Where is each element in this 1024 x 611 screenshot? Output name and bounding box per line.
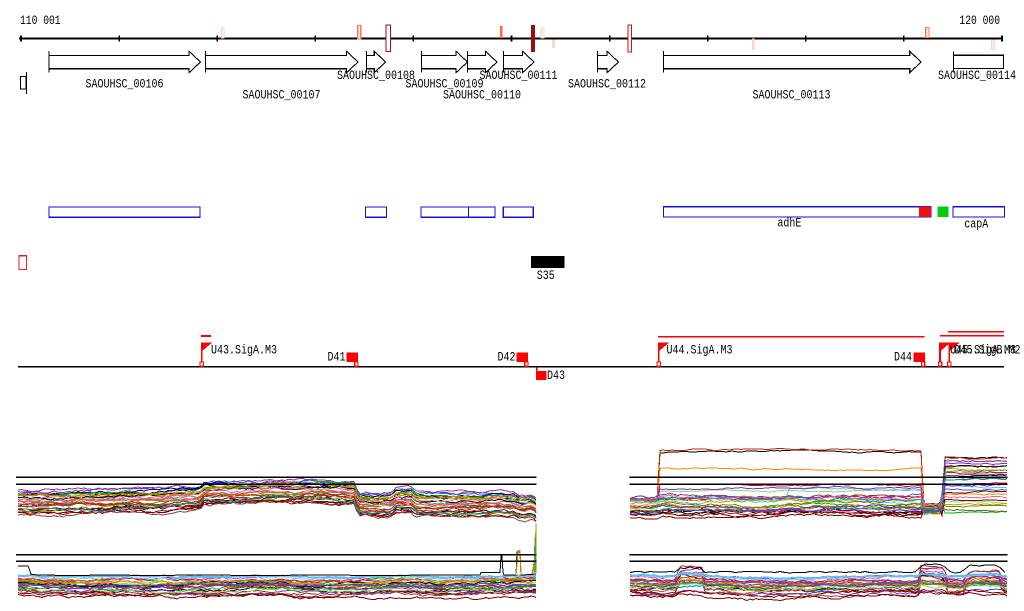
svg-text:D44: D44 <box>894 350 912 365</box>
svg-text:D43: D43 <box>547 368 565 383</box>
svg-text:capA: capA <box>964 217 988 232</box>
svg-text:SAOUHSC_00111: SAOUHSC_00111 <box>480 68 558 83</box>
svg-text:SAOUHSC_00110: SAOUHSC_00110 <box>443 88 521 103</box>
svg-text:S35: S35 <box>537 268 555 283</box>
svg-text:110 001: 110 001 <box>20 13 61 28</box>
svg-text:D41: D41 <box>328 350 346 365</box>
svg-text:SAOUHSC_00113: SAOUHSC_00113 <box>753 88 831 103</box>
svg-text:D45.SigB.M2: D45.SigB.M2 <box>955 343 1021 358</box>
svg-text:U45.SigA.M3: U45.SigA.M3 <box>950 343 1016 358</box>
svg-text:U44.SigA.M3: U44.SigA.M3 <box>667 343 733 358</box>
svg-text:SAOUHSC_00106: SAOUHSC_00106 <box>86 77 164 92</box>
svg-text:D42: D42 <box>498 350 516 365</box>
svg-text:SAOUHSC_00108: SAOUHSC_00108 <box>337 68 415 83</box>
svg-text:SAOUHSC_00112: SAOUHSC_00112 <box>568 77 646 92</box>
svg-text:SAOUHSC_00109: SAOUHSC_00109 <box>406 77 484 92</box>
svg-text:120 000: 120 000 <box>959 13 1000 28</box>
svg-text:adhE: adhE <box>777 216 801 231</box>
svg-text:U43.SigA.M3: U43.SigA.M3 <box>211 343 277 358</box>
svg-text:SAOUHSC_00107: SAOUHSC_00107 <box>243 88 321 103</box>
svg-text:SAOUHSC_00114: SAOUHSC_00114 <box>938 68 1016 83</box>
